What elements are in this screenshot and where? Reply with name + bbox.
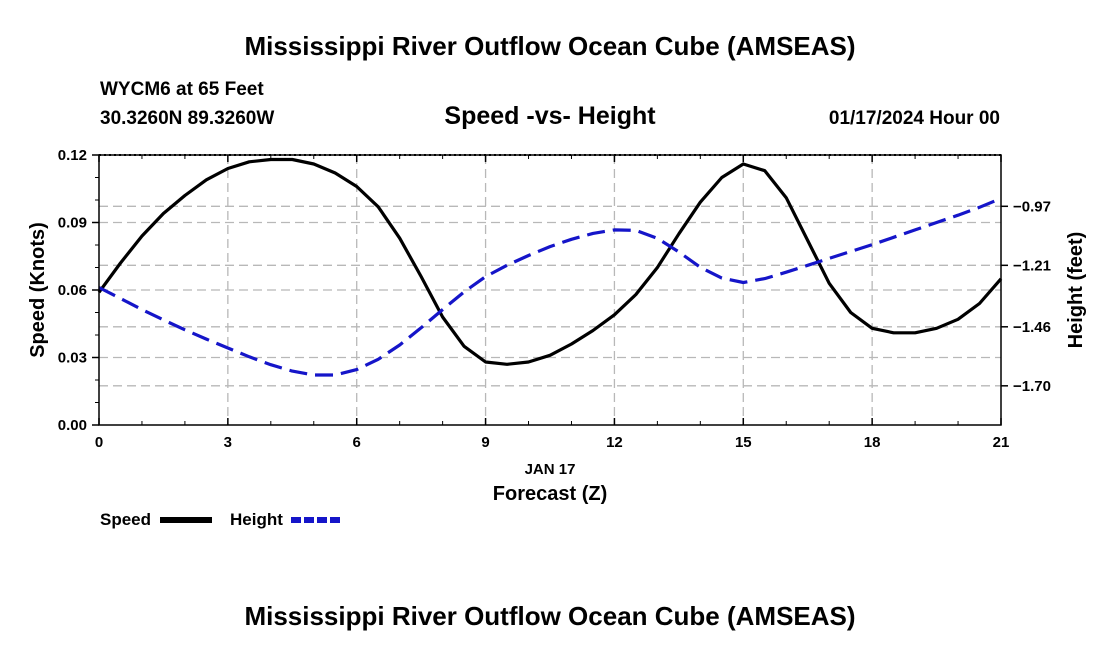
axis-ticks: 0 3 6 9 12 15 18 21 0.00 0.03 0.06 0.09 0.12 −1.70 −1.… xyxy=(58,147,1051,451)
y2-tick-label: −0.97 xyxy=(1013,198,1051,215)
series-line-height xyxy=(98,196,1002,377)
x-tick-label: 3 xyxy=(224,434,232,451)
y-tick-label: 0.00 xyxy=(58,417,87,434)
y2-tick-label: −1.21 xyxy=(1013,257,1051,274)
y-tick-label: 0.03 xyxy=(58,350,87,367)
x-tick-label: 0 xyxy=(95,434,103,451)
x-tick-label: 9 xyxy=(481,434,489,451)
y-axis-label: Speed (Knots) xyxy=(27,222,49,358)
grid-lines xyxy=(99,155,1001,425)
location-label: 30.3260N 89.3260W xyxy=(100,108,274,129)
x-date-label: JAN 17 xyxy=(525,461,576,478)
x-tick-label: 18 xyxy=(864,434,881,451)
x-tick-label: 6 xyxy=(353,434,361,451)
x-tick-label: 15 xyxy=(735,434,752,451)
y-tick-label: 0.06 xyxy=(58,282,87,299)
footer-title: Mississippi River Outflow Ocean Cube (AM… xyxy=(244,601,855,631)
x-tick-label: 21 xyxy=(993,434,1010,451)
x-axis-label: Forecast (Z) xyxy=(493,483,607,505)
x-tick-label: 12 xyxy=(606,434,623,451)
station-label: WYCM6 at 65 Feet xyxy=(100,79,264,100)
y2-tick-label: −1.46 xyxy=(1013,319,1051,336)
y2-axis-label: Height (feet) xyxy=(1065,232,1087,349)
y-tick-label: 0.12 xyxy=(58,147,87,164)
date-label: 01/17/2024 Hour 00 xyxy=(829,108,1000,129)
legend-speed-label: Speed xyxy=(100,510,151,529)
y2-tick-label: −1.70 xyxy=(1013,378,1051,395)
chart-subtitle: Speed -vs- Height xyxy=(444,102,656,130)
series-line-speed xyxy=(97,157,1003,366)
legend-height-label: Height xyxy=(230,510,283,529)
chart-title: Mississippi River Outflow Ocean Cube (AM… xyxy=(244,31,855,61)
series-group xyxy=(97,157,1003,377)
y-tick-label: 0.09 xyxy=(58,215,87,232)
legend: Speed Height xyxy=(100,510,343,529)
